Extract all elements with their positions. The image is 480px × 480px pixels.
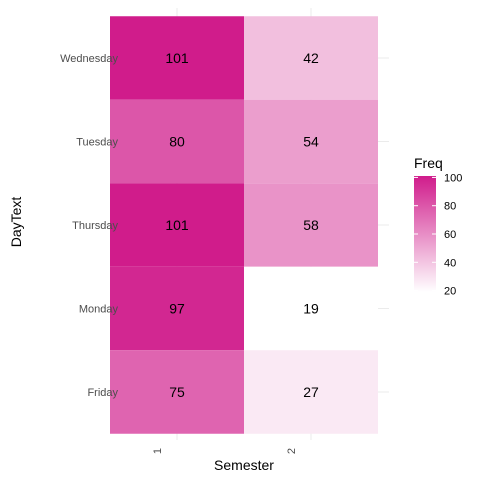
cell-value-label: 101 [165,50,189,66]
heatmap-cell [110,266,244,351]
heatmap-cell [110,183,244,267]
y-tick-label: Wednesday [60,53,118,65]
x-tick-label: 1 [152,448,164,454]
legend-tick-label: 40 [444,257,456,269]
legend-title: Freq [414,155,443,171]
legend-tick-label: 20 [444,286,456,298]
heatmap-cell [244,99,378,184]
heatmap-cell [244,350,378,434]
y-axis-title: DayText [8,197,24,248]
cell-value-label: 101 [165,217,189,233]
x-axis-title: Semester [214,457,274,473]
cell-value-label: 75 [169,384,185,400]
legend-colorbar [414,176,436,292]
legend-tick-label: 80 [444,201,456,213]
heatmap-cell [244,266,378,351]
y-tick-label: Thursday [72,220,118,232]
cell-value-label: 58 [303,217,319,233]
heatmap-cell [244,16,378,100]
x-tick-label: 2 [286,448,298,454]
heatmap-cell [110,16,244,100]
cell-value-label: 19 [303,301,319,317]
legend-tick-label: 60 [444,229,456,241]
heatmap-cell [110,99,244,184]
y-tick-label: Monday [79,304,119,316]
cell-value-label: 80 [169,134,185,150]
y-tick-label: Friday [87,387,118,399]
cell-labels: 101 42 80 54 101 58 97 19 75 27 [165,50,319,400]
legend-tick-label: 100 [444,172,462,184]
cell-value-label: 54 [303,134,319,150]
legend-ticks: 20 40 60 80 100 [414,172,462,298]
heatmap-cell [244,183,378,267]
legend: Freq 20 40 60 80 100 [414,155,462,298]
cell-value-label: 42 [303,50,319,66]
cell-value-label: 97 [169,301,185,317]
heatmap-cell [110,350,244,434]
cell-value-label: 27 [303,384,319,400]
y-tick-labels: Friday Monday Thursday Tuesday Wednesday [60,53,118,399]
heatmap-cells [110,16,378,434]
y-tick-label: Tuesday [76,137,118,149]
